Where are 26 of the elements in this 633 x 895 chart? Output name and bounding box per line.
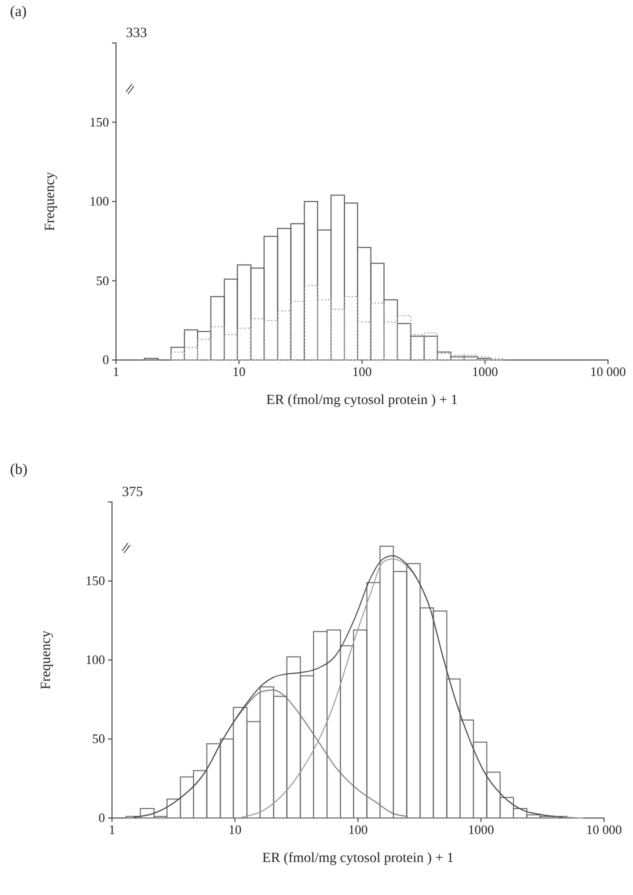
x-tick-label: 10: [228, 822, 242, 838]
y-tick-label: 150: [86, 573, 105, 588]
y-tick-label: 100: [90, 194, 109, 209]
x-tick-label: 10 000: [586, 822, 622, 838]
chart-title: (b): [10, 462, 28, 478]
x-tick-label: 100: [348, 822, 368, 838]
x-axis-title: ER (fmol/mg cytosol protein ) + 1: [262, 851, 454, 866]
y-axis-title: Frequency: [43, 172, 58, 232]
y-tick-label: 0: [98, 810, 105, 826]
x-tick-label: 1: [112, 364, 120, 380]
x-axis-title: ER (fmol/mg cytosol protein ) + 1: [266, 393, 458, 408]
x-tick-label: 10 000: [590, 364, 626, 380]
chart-title: (a): [10, 4, 27, 20]
y-tick-label: 50: [96, 272, 109, 288]
x-tick-label: 10: [232, 364, 246, 380]
y-tick-label: 100: [86, 652, 105, 668]
x-tick-label: 1000: [472, 364, 498, 380]
y-axis-title: Frequency: [39, 630, 54, 690]
y-tick-label: 150: [90, 114, 109, 130]
x-tick-label: 1: [108, 822, 116, 838]
text: 375: [122, 485, 143, 500]
text: 333: [126, 26, 147, 41]
y-tick-label: 50: [92, 731, 105, 746]
y-tick-label: 0: [102, 352, 109, 368]
x-tick-label: 100: [352, 364, 372, 380]
x-tick-label: 1000: [468, 822, 494, 838]
